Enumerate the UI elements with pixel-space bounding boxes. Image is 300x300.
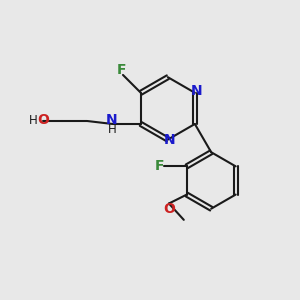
- Text: N: N: [106, 113, 118, 128]
- Text: N: N: [190, 84, 202, 98]
- Text: N: N: [164, 133, 175, 147]
- Text: H: H: [29, 114, 38, 127]
- Text: O: O: [163, 202, 175, 216]
- Text: O: O: [38, 113, 49, 128]
- Text: F: F: [154, 159, 164, 173]
- Text: H: H: [108, 123, 116, 136]
- Text: F: F: [117, 63, 126, 76]
